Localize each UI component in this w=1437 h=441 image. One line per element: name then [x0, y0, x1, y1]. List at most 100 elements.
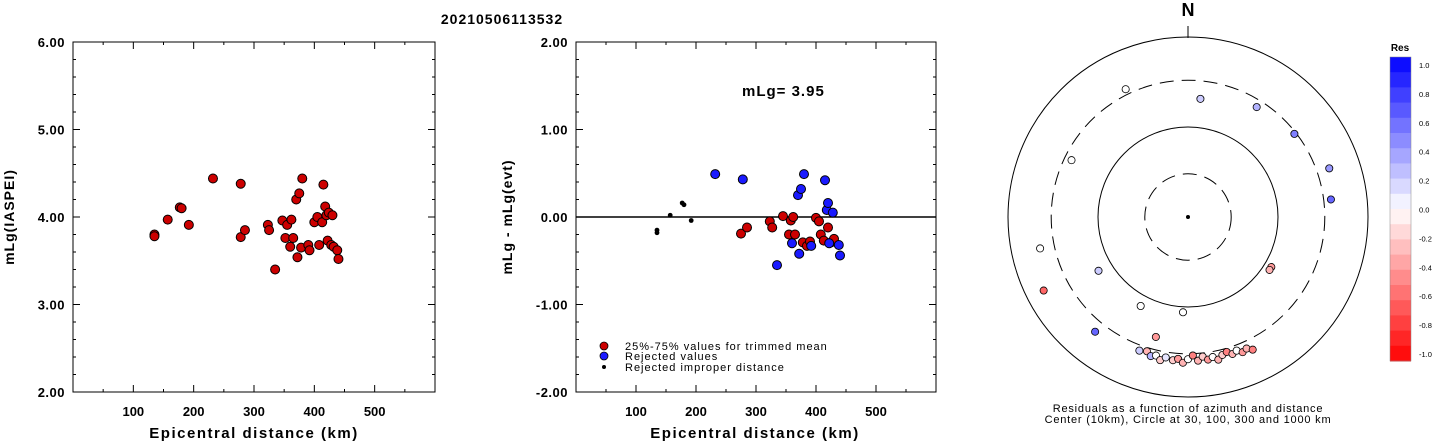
station-point: [304, 245, 315, 256]
colorbar-cell: [1390, 269, 1411, 286]
colorbar-cell: [1390, 148, 1411, 164]
xtick-label: 300: [745, 404, 767, 419]
station-point: [264, 225, 275, 236]
rejected-point: [833, 240, 844, 250]
colorbar-cell: [1390, 117, 1411, 134]
ytick-label: 2.00: [38, 385, 65, 400]
station-point: [285, 241, 296, 252]
colorbar-cell: [1390, 345, 1411, 362]
legend-rejected-label: Rejected values: [625, 351, 718, 363]
residual-colorbar: Res 1.0 0.8 0.6 0.4 0.2 0.0 -0.2 -0.4 -0.6 -0.8 -1…: [1389, 43, 1432, 362]
colorbar-cell: [1390, 315, 1411, 332]
legend-improper-marker: [602, 365, 606, 369]
station-residual-point: [1135, 346, 1144, 355]
xtick-label: 100: [122, 404, 144, 419]
station-residual-point: [1036, 244, 1045, 253]
plot1-frame: [72, 41, 436, 393]
legend-improper-label: Rejected improper distance: [625, 362, 785, 374]
station-point: [239, 225, 250, 236]
station-point: [327, 210, 338, 221]
colorbar-label: -0.2: [1419, 234, 1432, 243]
ytick-label: 1.00: [541, 123, 568, 138]
rejected-point: [794, 248, 805, 259]
colorbar-label: 1.0: [1419, 61, 1429, 70]
colorbar-cell: [1390, 224, 1411, 240]
ytick-label: -1.00: [536, 298, 568, 313]
station-residual-point: [1151, 332, 1160, 341]
ytick-label: 3.00: [38, 298, 65, 313]
xtick-label: 500: [364, 404, 386, 419]
station-residual-point: [1325, 164, 1334, 173]
colorbar-cell: [1390, 133, 1411, 149]
xtick-label: 500: [865, 404, 887, 419]
station-residual-point: [1188, 351, 1197, 360]
improper-point: [667, 212, 673, 218]
rejected-point: [710, 169, 721, 180]
trimmed-point: [823, 222, 833, 233]
plot2-legend: 25%-75% values for trimmed mean Rejected…: [599, 341, 828, 374]
improper-point: [654, 230, 660, 236]
station-residual-point: [1136, 302, 1145, 311]
xtick-label: 400: [303, 404, 325, 419]
rejected-point: [835, 250, 845, 261]
xtick-label: 200: [183, 404, 205, 419]
ytick-label: 4.00: [38, 210, 65, 225]
plot1-xlabel: Epicentral distance (km): [149, 425, 358, 441]
station-point: [176, 203, 187, 214]
trimmed-point: [736, 228, 746, 239]
ytick-label: 0.00: [541, 210, 568, 225]
rejected-point: [823, 198, 833, 208]
rejected-point: [796, 184, 806, 194]
colorbar-label: 0.0: [1419, 206, 1429, 215]
colorbar-cell: [1390, 57, 1411, 73]
trimmed-point: [778, 211, 788, 222]
station-point: [149, 231, 160, 242]
rejected-point: [737, 174, 748, 185]
station-residual-point: [1196, 94, 1205, 103]
station-point: [183, 219, 194, 230]
station-residual-point: [1265, 265, 1274, 274]
plot2-annotation: mLg= 3.95: [742, 83, 825, 100]
ytick-label: -2.00: [536, 385, 568, 400]
polar-center-dot: [1186, 215, 1190, 219]
rejected-point: [824, 238, 835, 249]
station-residual-point: [1290, 129, 1299, 138]
colorbar-cell: [1390, 330, 1411, 347]
colorbar-cell: [1390, 209, 1411, 225]
azimuth-residual-plot: N Residuals as a function of azimuth and…: [1007, 0, 1369, 426]
distance-ring: [1097, 126, 1279, 308]
trimmed-point: [814, 216, 824, 227]
ytick-label: 6.00: [38, 35, 65, 50]
distance-ring-dashed: [1050, 79, 1326, 355]
colorbar-cell: [1390, 239, 1411, 256]
colorbar-cell: [1390, 285, 1411, 301]
trimmed-point: [788, 212, 799, 222]
station-point: [270, 264, 281, 275]
plot2-ylabel: mLg - mLg(evt): [499, 159, 515, 274]
station-point: [292, 252, 303, 263]
colorbar-cell: [1390, 72, 1411, 88]
polar-caption-line1: Residuals as a function of azimuth and d…: [1053, 403, 1324, 415]
station-point: [235, 178, 246, 189]
north-label: N: [1182, 0, 1195, 20]
ytick-label: 2.00: [541, 35, 568, 50]
plot2-xlabel: Epicentral distance (km): [650, 425, 859, 441]
colorbar-label: 0.6: [1419, 119, 1429, 128]
station-residual-point: [1067, 156, 1076, 165]
colorbar-label: -1.0: [1419, 350, 1432, 359]
colorbar-cell: [1390, 193, 1411, 210]
station-residual-point: [1094, 266, 1103, 275]
rejected-point: [806, 240, 817, 251]
legend-rejected-marker: [599, 351, 609, 361]
ytick-label: 5.00: [38, 123, 65, 138]
improper-point: [681, 202, 687, 208]
station-residual-point: [1039, 286, 1048, 295]
station-point: [333, 254, 344, 264]
legend-trimmed-label: 25%-75% values for trimmed mean: [625, 341, 828, 353]
xtick-label: 100: [625, 404, 647, 419]
plot1-ylabel: mLg(IASPEI): [1, 169, 17, 265]
distance-ring: [1007, 36, 1369, 398]
rejected-point: [799, 169, 809, 180]
colorbar-cell: [1390, 178, 1411, 195]
figure-title: 20210506113532: [441, 11, 563, 27]
